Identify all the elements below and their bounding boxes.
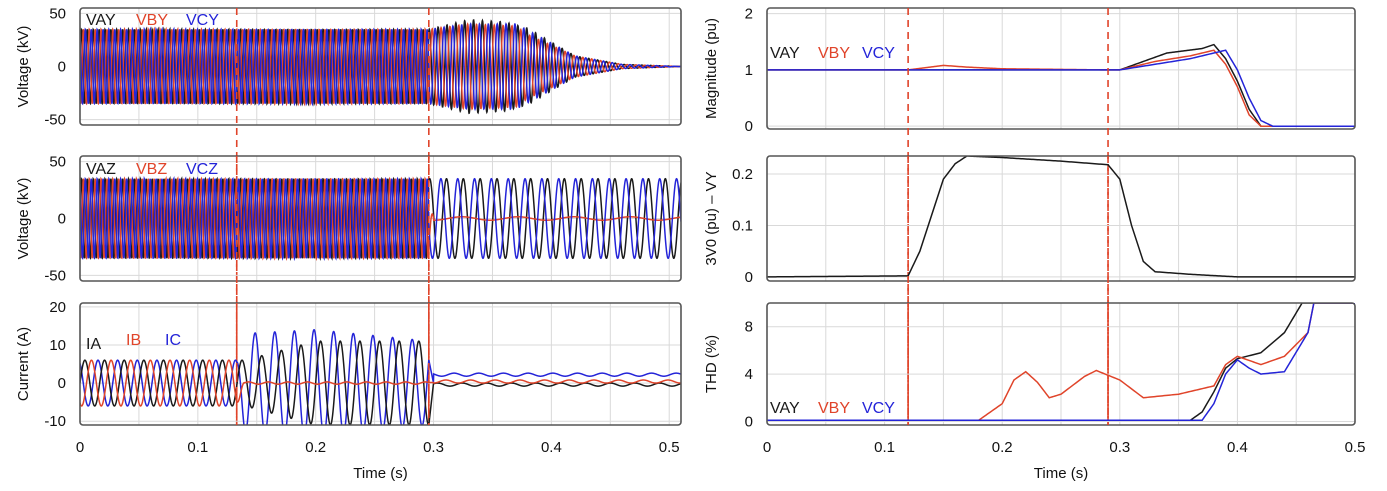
chart-panel-right-3v0: 0 0.1 0.2 3V0 (pu) – VY <box>703 155 1356 286</box>
y-tick-label: 0 <box>58 211 66 228</box>
series-line-vcz <box>80 175 681 262</box>
y-tick-label: -50 <box>44 267 66 284</box>
x-tick-label: 0.3 <box>423 439 444 456</box>
x-tick-label: 0.3 <box>1109 439 1130 456</box>
y-axis-label: 3V0 (pu) – VY <box>703 171 720 265</box>
y-axis-label: Voltage (kV) <box>15 178 32 260</box>
series-line-vcy <box>767 49 1355 127</box>
legend-label: VAY <box>86 12 116 29</box>
plot-frame <box>79 7 682 126</box>
plot-frame <box>766 7 1356 130</box>
series-line-vby <box>80 22 681 111</box>
legend-label: IB <box>126 332 141 349</box>
legend-label: IA <box>86 336 101 353</box>
legend-label: VCY <box>186 12 219 29</box>
x-tick-label: 0.4 <box>541 439 562 456</box>
x-axis-label: Time (s) <box>1034 465 1088 482</box>
chart-panel-left-current: -10 0 10 20 0 0.1 0.2 0.3 0.4 0.5 Current (A) Time … <box>15 299 682 482</box>
y-tick-label: 0.1 <box>732 217 753 234</box>
legend-label: VCY <box>862 400 895 417</box>
y-axis-label: Voltage (kV) <box>15 26 32 108</box>
y-axis-label: Current (A) <box>15 327 32 401</box>
x-axis-label: Time (s) <box>353 465 407 482</box>
chart-panel-left-voltage-y: -50 0 50 Voltage (kV) VAY VBY VCY <box>15 5 682 129</box>
plot-frame <box>766 155 1356 282</box>
chart-panel-left-voltage-z: -50 0 50 Voltage (kV) VAZ VBZ VCZ <box>15 154 682 284</box>
y-tick-label: 1 <box>745 62 753 79</box>
legend-label: VAY <box>770 45 800 62</box>
x-tick-label: 0.2 <box>992 439 1013 456</box>
legend-label: VAY <box>770 400 800 417</box>
y-tick-label: 10 <box>49 337 66 354</box>
legend-label: VCY <box>862 45 895 62</box>
y-tick-label: 0.2 <box>732 166 753 183</box>
x-tick-label: 0 <box>763 439 771 456</box>
legend-label: IC <box>165 332 181 349</box>
series-line-vay <box>80 18 681 115</box>
y-tick-label: 20 <box>49 299 66 316</box>
plot-area <box>80 175 681 262</box>
y-tick-label: 0 <box>745 413 753 430</box>
plot-area <box>80 18 681 115</box>
legend-label: VBY <box>136 12 168 29</box>
y-tick-label: 50 <box>49 154 66 171</box>
x-tick-label: 0.5 <box>659 439 680 456</box>
x-tick-label: 0.5 <box>1345 439 1366 456</box>
series-line-ib <box>80 359 681 407</box>
legend-label: VAZ <box>86 161 116 178</box>
y-tick-label: 8 <box>745 319 753 336</box>
x-tick-label: 0.1 <box>187 439 208 456</box>
y-axis-label: THD (%) <box>703 335 720 393</box>
x-tick-label: 0 <box>76 439 84 456</box>
y-axis-label: Magnitude (pu) <box>703 18 720 119</box>
plot-area <box>767 156 1355 278</box>
y-tick-label: 0 <box>745 269 753 286</box>
y-tick-label: 4 <box>745 366 753 383</box>
x-tick-label: 0.1 <box>874 439 895 456</box>
series-line-vcy <box>80 22 681 112</box>
y-tick-label: 0 <box>745 118 753 135</box>
chart-panel-right-thd: 0 4 8 0 0.1 0.2 0.3 0.4 0.5 THD (%) Time (s) VAY VBY… <box>703 302 1366 482</box>
series-line-vbz <box>80 175 681 262</box>
plot-area <box>767 43 1355 127</box>
x-tick-label: 0.2 <box>305 439 326 456</box>
y-tick-label: 50 <box>49 5 66 22</box>
y-tick-label: -10 <box>44 413 66 430</box>
plot-frame <box>79 302 682 426</box>
series-line-ia <box>80 340 681 425</box>
y-tick-label: 2 <box>745 6 753 23</box>
series-line-vy <box>767 156 1355 278</box>
legend-label: VBZ <box>136 161 167 178</box>
plot-frame <box>79 155 682 282</box>
y-tick-label: 0 <box>58 375 66 392</box>
plot-area <box>767 303 1355 422</box>
legend-label: VBY <box>818 400 850 417</box>
legend-label: VCZ <box>186 161 218 178</box>
x-tick-label: 0.4 <box>1227 439 1248 456</box>
y-tick-label: -50 <box>44 112 66 129</box>
plot-frame <box>766 302 1356 426</box>
series-line-vcy <box>767 303 1355 422</box>
legend-label: VBY <box>818 45 850 62</box>
chart-panel-right-magnitude: 0 1 2 Magnitude (pu) VAY VBY VCY <box>703 6 1356 135</box>
series-line-vaz <box>80 175 681 262</box>
plot-area <box>80 329 681 425</box>
y-tick-label: 0 <box>58 59 66 76</box>
